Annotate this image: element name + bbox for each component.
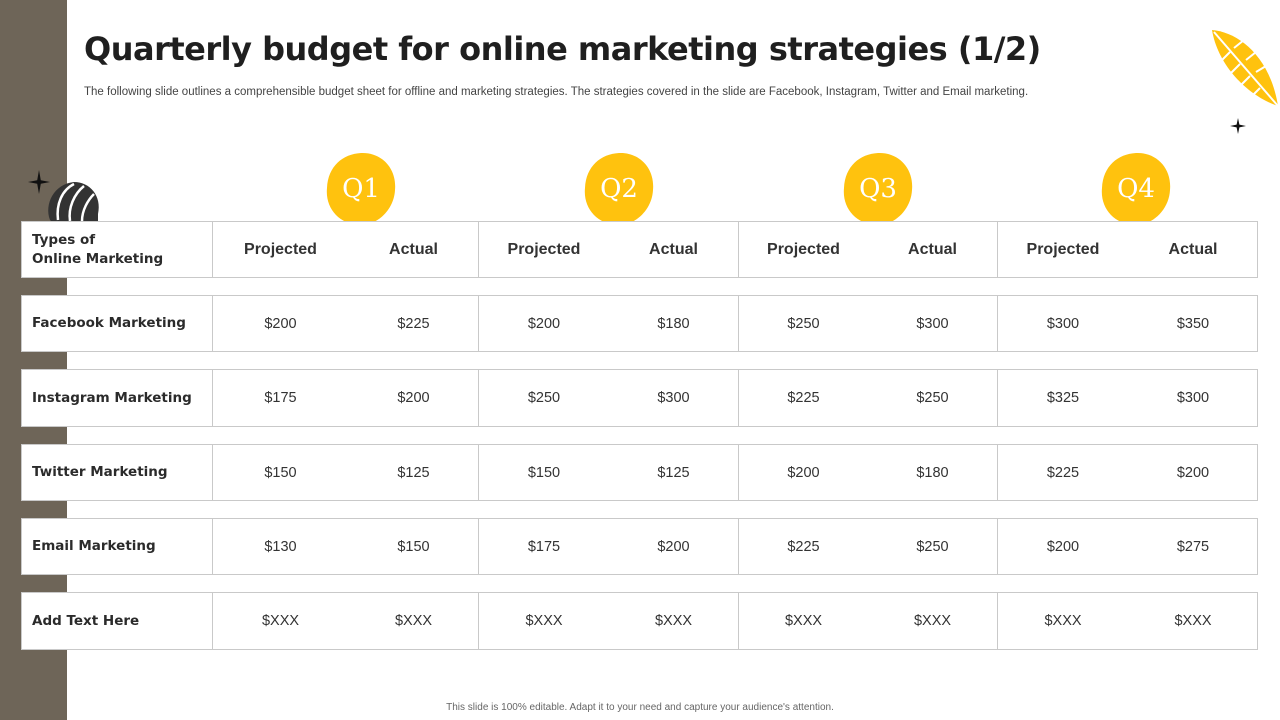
slide-title: Quarterly budget for online marketing st…	[84, 30, 1041, 68]
quarter-badge-q4: Q4	[1100, 152, 1172, 226]
table-cell: $200	[397, 390, 430, 406]
table-row: Email Marketing $130 $150 $175 $200 $225…	[21, 518, 1258, 575]
table-cell: $225	[787, 390, 820, 406]
q2-projected-header: Projected	[507, 240, 581, 258]
table-cell: $XXX	[1174, 613, 1212, 629]
quarter-badge-q3: Q3	[842, 152, 914, 226]
table-cell: $250	[916, 390, 949, 406]
table-row: Instagram Marketing $175 $200 $250 $300 …	[21, 369, 1258, 427]
quarter-label: Q1	[342, 174, 380, 204]
table-cell: $XXX	[394, 613, 433, 629]
table-row: Facebook Marketing $200 $225 $200 $180 $…	[21, 295, 1258, 352]
table-cell: $130	[264, 538, 297, 555]
table-row: Twitter Marketing $150 $125 $150 $125 $2…	[21, 444, 1258, 501]
table-cell: $250	[787, 315, 820, 332]
quarter-badge-q2: Q2	[583, 152, 655, 226]
sparkle-icon	[28, 170, 50, 194]
q1-actual-header: Actual	[389, 240, 438, 258]
table-cell: $XXX	[654, 613, 693, 629]
table-cell: $XXX	[1044, 613, 1082, 629]
table-cell: $150	[397, 538, 430, 555]
table-cell: $180	[916, 464, 949, 481]
quarter-label: Q2	[600, 174, 638, 204]
q3-projected-header: Projected	[767, 240, 840, 258]
table-cell: $300	[916, 315, 949, 332]
row-label: Email Marketing	[32, 538, 156, 555]
row-label: Instagram Marketing	[32, 389, 192, 406]
table-cell: $XXX	[261, 613, 300, 629]
table-cell: $300	[657, 390, 690, 406]
table-cell: $350	[1176, 315, 1210, 332]
table-cell: $200	[1176, 464, 1210, 481]
row-label: Twitter Marketing	[32, 464, 168, 481]
table-cell: $250	[916, 538, 949, 555]
table-cell: $150	[527, 464, 561, 481]
table-cell: $200	[264, 315, 297, 332]
type-header: Types of Online Marketing	[22, 222, 212, 277]
q4-projected-header: Projected	[1026, 240, 1100, 258]
table-cell: $200	[657, 538, 690, 555]
table-cell: $125	[657, 464, 690, 481]
leaf-icon	[1212, 30, 1279, 107]
table-cell: $125	[397, 464, 430, 481]
slide-subtitle: The following slide outlines a comprehen…	[84, 86, 1029, 98]
row-label: Facebook Marketing	[32, 315, 186, 332]
table-cell: $150	[264, 464, 297, 481]
table-cell: $XXX	[784, 613, 823, 629]
type-header-line: Online Marketing	[32, 250, 164, 267]
table-cell: $175	[264, 390, 297, 406]
q4-actual-header: Actual	[1168, 240, 1218, 258]
q1-projected-header: Projected	[244, 240, 317, 258]
quarter-badge-q1: Q1	[325, 152, 397, 226]
table-row: Add Text Here $XXX $XXX $XXX $XXX $XXX $…	[21, 592, 1258, 650]
table-cell: $XXX	[525, 613, 563, 629]
footer-note: This slide is 100% editable. Adapt it to…	[446, 702, 834, 713]
table-cell: $300	[1046, 315, 1080, 332]
sparkle-icon	[1230, 118, 1246, 134]
table-cell: $200	[527, 315, 561, 332]
table-cell: $275	[1176, 538, 1210, 555]
row-label: Add Text Here	[32, 612, 140, 629]
table-cell: $250	[527, 390, 561, 406]
table-cell: $300	[1176, 390, 1210, 406]
table-cell: $180	[657, 315, 690, 332]
shell-icon	[48, 182, 99, 222]
quarter-label: Q3	[859, 174, 897, 204]
table-cell: $XXX	[913, 613, 952, 629]
table-cell: $225	[787, 538, 820, 555]
q3-actual-header: Actual	[908, 240, 957, 258]
table-cell: $175	[527, 538, 561, 555]
table-cell: $325	[1046, 390, 1080, 406]
table-header-row: Types of Online Marketing Projected Actua…	[21, 221, 1258, 278]
table-cell: $225	[397, 315, 430, 332]
table-cell: $225	[1046, 464, 1080, 481]
type-header-line: Types of	[32, 232, 96, 249]
q2-actual-header: Actual	[649, 240, 698, 258]
table-cell: $200	[1046, 538, 1080, 555]
table-cell: $200	[787, 464, 820, 481]
quarter-label: Q4	[1117, 174, 1155, 204]
